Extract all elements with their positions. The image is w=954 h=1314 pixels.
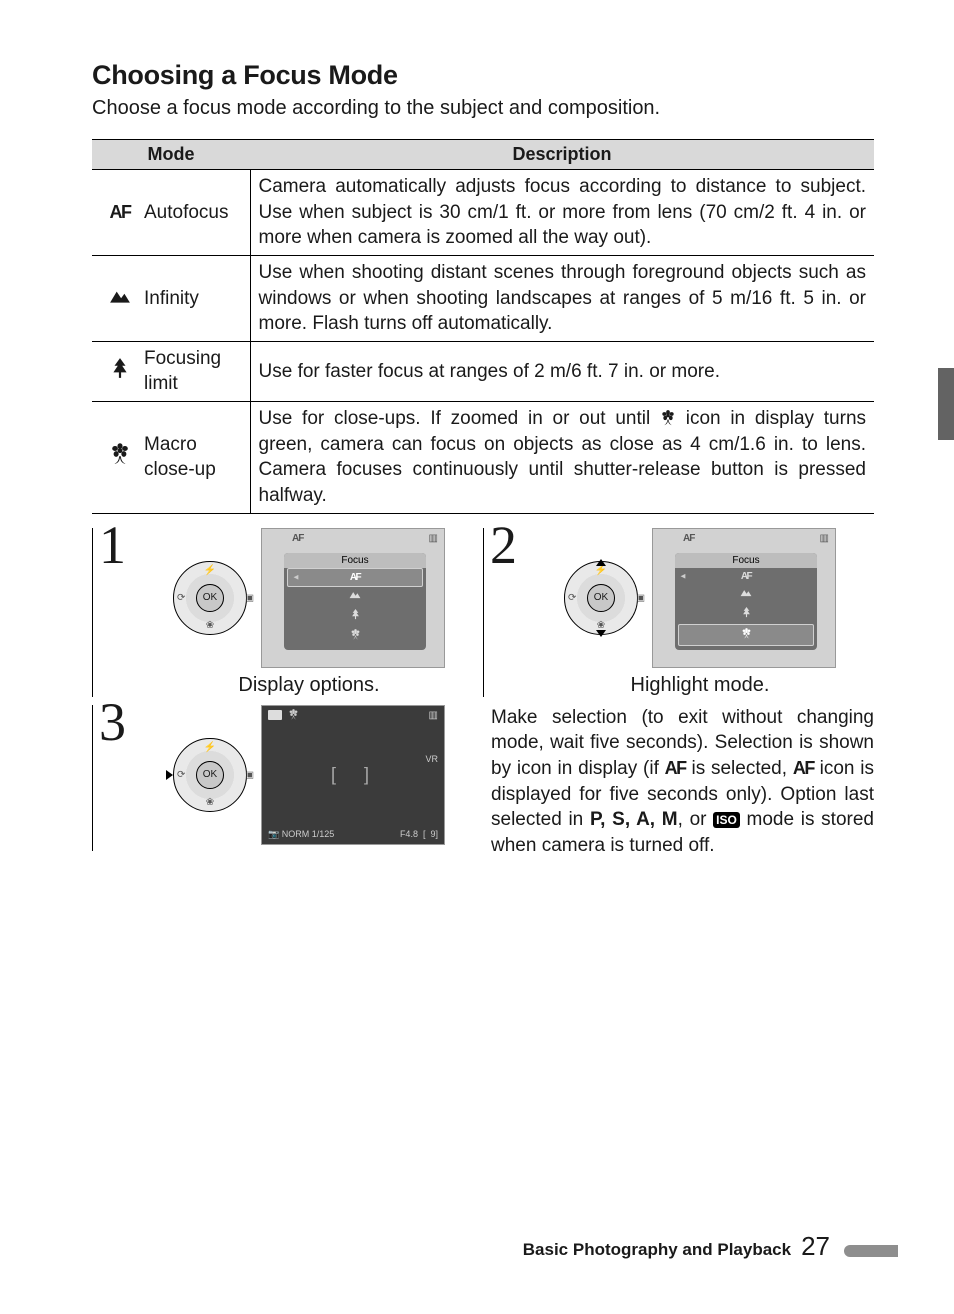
focus-mode-table: Mode Description AF Autofocus Camera aut…	[92, 139, 874, 514]
step-2: 2 ⚡❀ ⟳▣ AF ▥ Focus ◄AF	[483, 528, 874, 697]
step-caption: Display options.	[238, 674, 379, 697]
card-icon: ▥	[429, 710, 438, 721]
mode-desc: Use when shooting distant scenes through…	[250, 255, 874, 341]
step-number: 3	[99, 701, 129, 744]
card-icon: ▥	[429, 533, 438, 544]
menu-item-tree	[284, 605, 426, 626]
menu-header: Focus	[284, 553, 426, 568]
focus-brackets: [ ]	[331, 764, 375, 785]
mode-label: Focusing limit	[140, 341, 250, 401]
section-side-tab	[938, 368, 954, 440]
menu-header: Focus	[675, 553, 817, 568]
vr-icon: VR	[425, 754, 438, 764]
menu-item-tree	[675, 603, 817, 624]
footer-section: Basic Photography and Playback	[523, 1240, 791, 1260]
th-desc: Description	[250, 140, 874, 170]
mode-label: Infinity	[140, 255, 250, 341]
mode-icon-infinity	[92, 255, 140, 341]
t: is selected,	[686, 758, 793, 779]
page-footer: Basic Photography and Playback 27	[523, 1231, 898, 1262]
step-3-text: Make selection (to exit without changing…	[483, 705, 874, 859]
af-icon: AF	[292, 533, 303, 544]
menu-item-macro	[284, 626, 426, 646]
mode-icon-af: AF	[92, 170, 140, 256]
th-mode: Mode	[92, 140, 250, 170]
mode-desc: Camera automatically adjusts focus accor…	[250, 170, 874, 256]
intro-text: Choose a focus mode according to the sub…	[92, 95, 874, 121]
macro-icon	[288, 709, 299, 723]
mode-label: Macro close-up	[140, 402, 250, 514]
mode-icon-focus-limit	[92, 341, 140, 401]
status-right: F4.8 [ 9]	[400, 829, 438, 840]
step-3: 3 ⚡❀ ⟳▣ ▥ VR [ ] 📷 NORM	[92, 705, 483, 851]
footer-bar-icon	[844, 1245, 898, 1257]
menu-item-infinity	[284, 587, 426, 605]
iso-icon: ISO	[713, 812, 740, 828]
lcd-shooting-info: ▥ VR [ ] 📷 NORM 1/125 F4.8 [ 9]	[261, 705, 445, 845]
menu-item-macro	[678, 624, 814, 646]
menu-item-af: ◄AF	[675, 568, 817, 585]
mode-desc: Use for close-ups. If zoomed in or out u…	[250, 402, 874, 514]
multi-selector-dial: ⚡❀ ⟳▣	[173, 561, 247, 635]
step-1: 1 ⚡❀ ⟳▣ AF ▥ Focus ◄AF	[92, 528, 483, 697]
mode-icon-macro	[92, 402, 140, 514]
step-number: 1	[99, 524, 129, 567]
lcd-focus-menu: AF ▥ Focus ◄AF	[652, 528, 836, 668]
menu-item-af: ◄AF	[287, 568, 423, 587]
multi-selector-dial: ⚡❀ ⟳▣	[564, 561, 638, 635]
step-number: 2	[490, 524, 520, 567]
mode-list: P, S, A, M	[590, 809, 678, 830]
af-icon: AF	[683, 533, 694, 544]
lcd-focus-menu: AF ▥ Focus ◄AF	[261, 528, 445, 668]
footer-page: 27	[801, 1231, 830, 1262]
status-left: 📷 NORM 1/125	[268, 829, 334, 840]
mode-desc-pre: Use for close-ups. If zoomed in or out u…	[259, 408, 660, 429]
mode-label: Autofocus	[140, 170, 250, 256]
t: , or	[678, 809, 714, 830]
step-caption: Highlight mode.	[631, 674, 770, 697]
menu-item-infinity	[675, 585, 817, 603]
card-icon: ▥	[820, 533, 829, 544]
page-title: Choosing a Focus Mode	[92, 60, 874, 91]
camera-mode-icon	[268, 710, 282, 720]
multi-selector-dial: ⚡❀ ⟳▣	[173, 738, 247, 812]
mode-desc: Use for faster focus at ranges of 2 m/6 …	[250, 341, 874, 401]
